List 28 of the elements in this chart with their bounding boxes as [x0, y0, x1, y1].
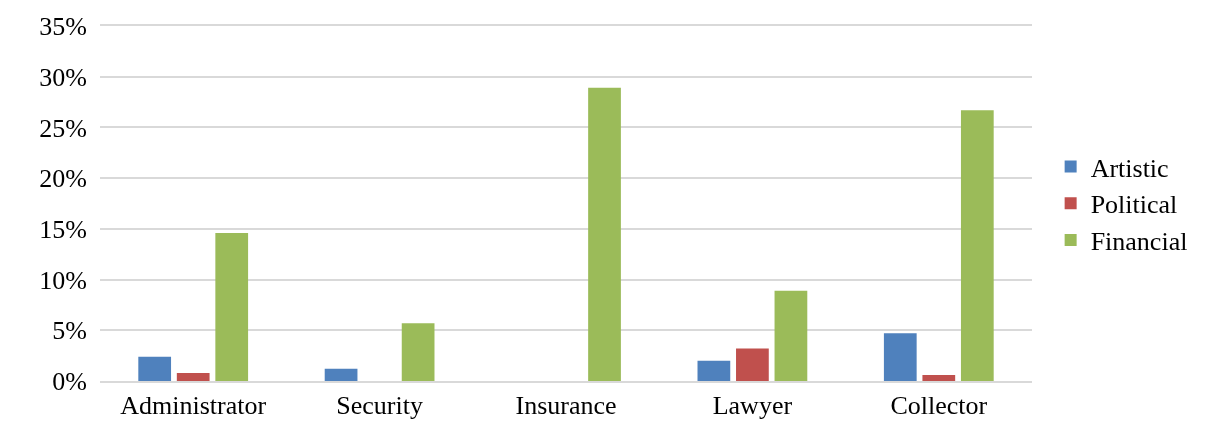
x-tick-label: Insurance [515, 390, 617, 420]
bar [774, 290, 808, 381]
bar [883, 333, 917, 381]
bar [588, 87, 621, 381]
y-tick-label: 15% [39, 214, 87, 244]
y-tick-label: 30% [39, 62, 87, 92]
y-tick-label: 25% [39, 113, 87, 143]
legend-label: Artistic [1090, 153, 1169, 183]
y-tick-label: 5% [52, 316, 87, 346]
bar [960, 110, 994, 381]
legend-label: Financial [1090, 227, 1188, 257]
y-tick-label: 35% [39, 12, 87, 42]
bar [215, 232, 249, 381]
x-tick-label: Lawyer [712, 390, 793, 420]
y-tick-label: 20% [39, 164, 87, 194]
bar [922, 374, 956, 381]
bar [176, 372, 210, 381]
y-tick-label: 10% [39, 265, 87, 295]
bar [736, 348, 769, 381]
bar [401, 323, 435, 381]
bar [324, 368, 358, 381]
y-tick-label: 0% [52, 367, 87, 397]
x-tick-label: Administrator [120, 390, 267, 420]
x-tick-label: Security [336, 390, 423, 420]
x-tick-label: Collector [890, 390, 988, 420]
bar [138, 356, 172, 381]
bar [697, 360, 731, 381]
legend-label: Political [1090, 190, 1178, 220]
